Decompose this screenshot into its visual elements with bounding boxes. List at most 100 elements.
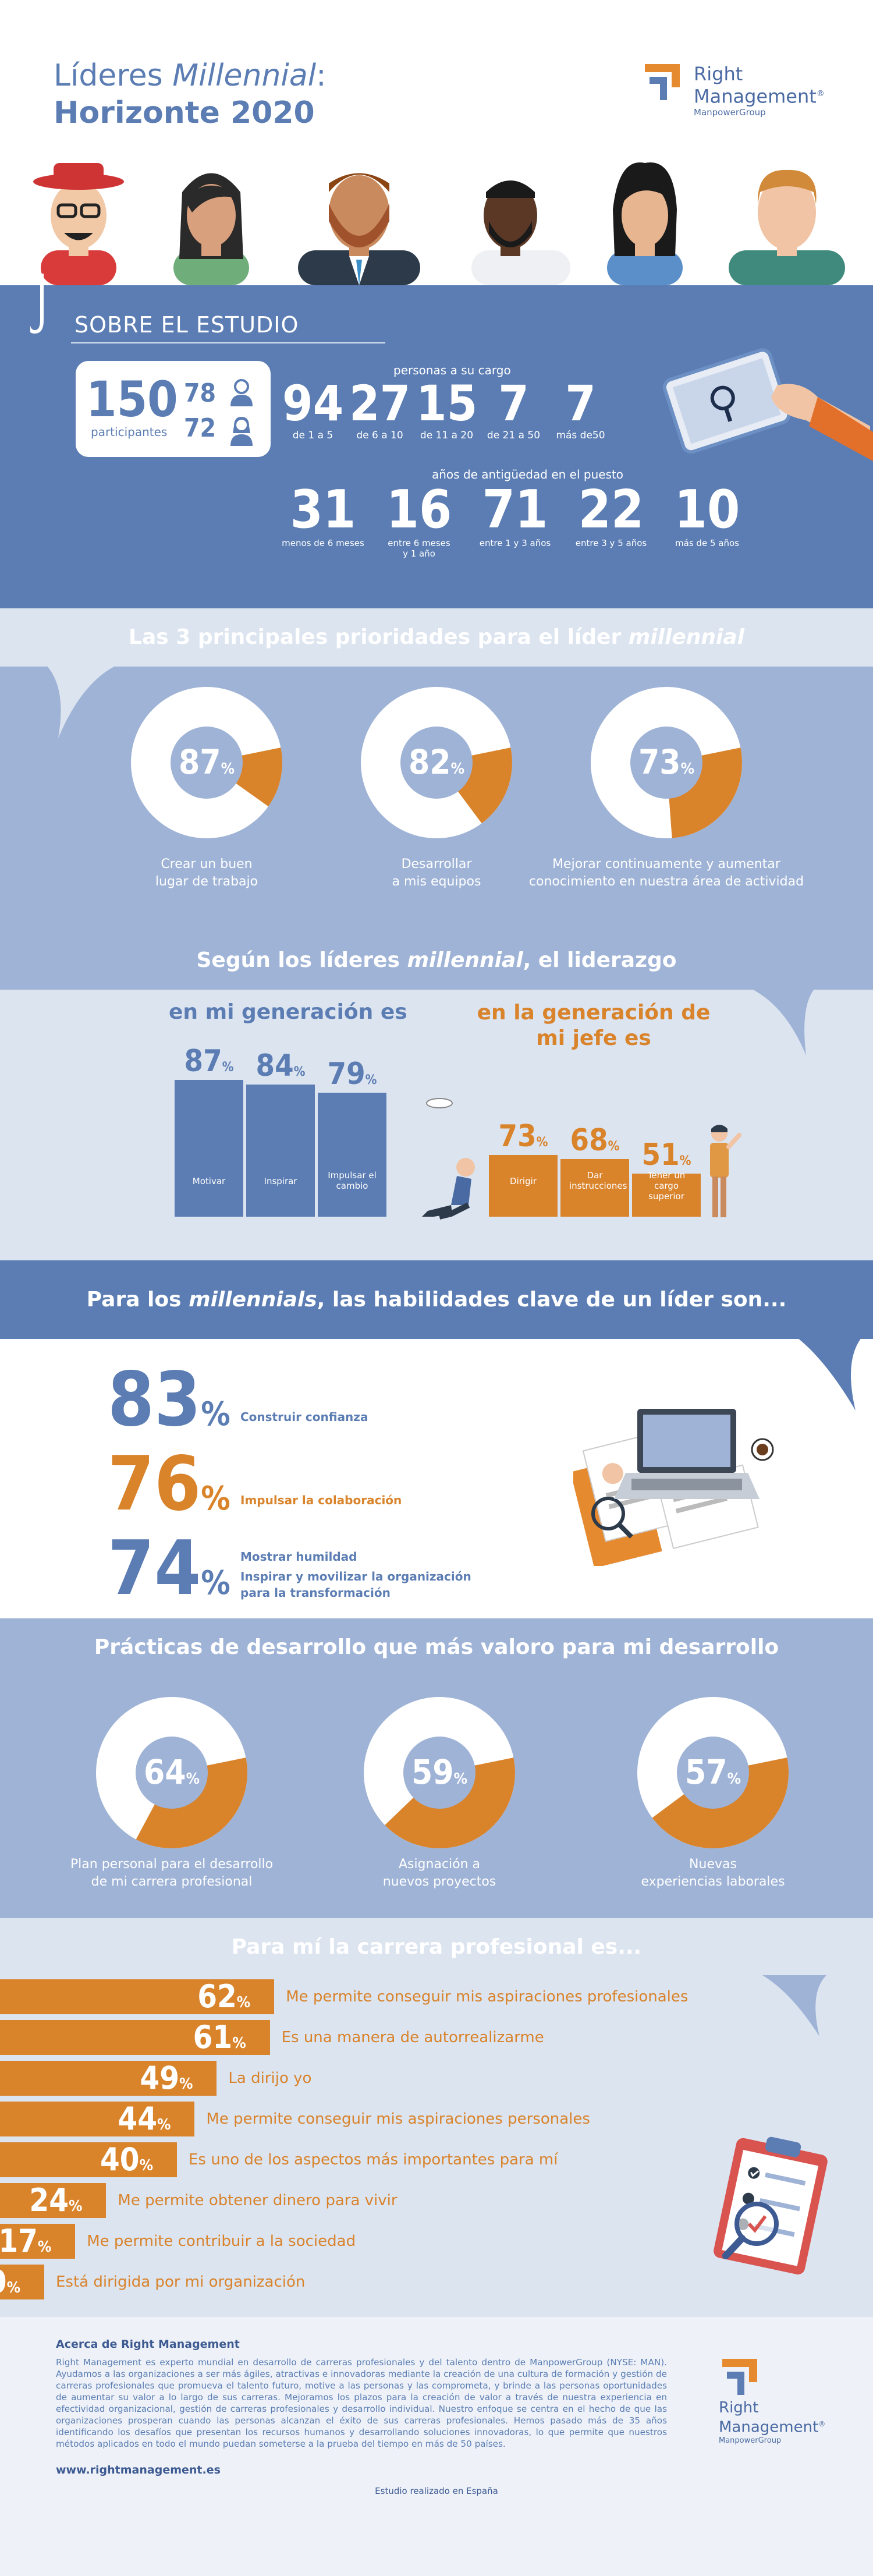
career-bar [0, 2102, 195, 2136]
logo-sub: ManpowerGroup [694, 107, 766, 118]
practice-donut [637, 1697, 789, 1848]
speech-tail-icon [751, 988, 815, 1055]
sitting-person-icon [422, 1098, 475, 1220]
leadership-heading: Según los líderes millennial, el lideraz… [196, 948, 677, 972]
website-link[interactable]: www.rightmanagement.es [56, 2464, 221, 2476]
my-gen-bar [318, 1092, 386, 1217]
career-label: Me permite conseguir mis aspiraciones pe… [206, 2110, 590, 2128]
donut-hole [630, 727, 702, 799]
women-count: 72 [184, 413, 217, 443]
title-em: Millennial [172, 58, 317, 93]
my-gen-title: en mi generación es [169, 1000, 407, 1024]
skill-label: Impulsar la colaboración [240, 1493, 402, 1507]
priority-label: Desarrollar a mis equipos [392, 857, 481, 889]
priority-value: 87% [178, 742, 235, 782]
donut-hole [400, 727, 473, 799]
career-label: La dirijo yo [228, 2070, 312, 2087]
practices-heading: Prácticas de desarrollo que más valoro p… [94, 1635, 779, 1659]
page-title: Líderes Millennial: Horizonte 2020 [54, 58, 327, 130]
boss-gen-bar-label: Tener un cargo superior [647, 1170, 686, 1202]
title-line2: Horizonte 2020 [54, 95, 315, 130]
boss-gen-bar-label: Dirigir [510, 1176, 537, 1186]
priority-label: Mejorar continuamente y aumentar conocim… [528, 857, 804, 889]
reports-stat: 7 de 21 a 50 [487, 375, 541, 441]
tablet-search-icon [662, 348, 873, 461]
logo-mark-icon [722, 2359, 757, 2395]
career-bar [0, 2224, 76, 2259]
reports-stat: 7 más de50 [556, 375, 605, 441]
tenure-stat: 10 más de 5 años [674, 479, 740, 549]
men-count: 78 [184, 378, 217, 408]
career-bar [0, 2183, 107, 2218]
my-gen-bar [246, 1085, 315, 1217]
skill-label: Construir confianza [240, 1410, 368, 1424]
brand-logo: Right Management® ManpowerGroup [645, 64, 825, 122]
footer-logo-line2: Management [719, 2418, 819, 2436]
career-bar [0, 2265, 44, 2299]
priority-item: 73% Mejorar continuamente y aumentar con… [529, 684, 804, 917]
footer-logo: Right Management® ManpowerGroup [719, 2359, 847, 2445]
participants-label: participantes [91, 425, 168, 439]
donut-hole [403, 1737, 475, 1809]
reports-stats: 94 de 1 a 5 27 de 6 a 10 15 de 11 a 20 7… [282, 377, 620, 441]
priority-value: 73% [638, 742, 695, 782]
my-gen-value: 84% [255, 1048, 306, 1084]
standing-person-icon [710, 1125, 741, 1217]
boss-gen-value: 51% [641, 1138, 691, 1173]
logo-mark-icon [645, 64, 680, 100]
practice-value: 64% [143, 1752, 200, 1792]
career-label: Me permite contribuir a la sociedad [87, 2233, 356, 2250]
practice-item: 59% Asignación a nuevos proyectos [361, 1694, 541, 1915]
donut-hole [171, 727, 243, 799]
career-label: Está dirigida por mi organización [56, 2273, 306, 2291]
speech-tail-icon [762, 1975, 826, 2036]
footer-logo-line1: Right [719, 2399, 759, 2416]
donut-hole [677, 1737, 749, 1809]
logo-line2: Management [694, 85, 817, 108]
skill-value: 74 [108, 1525, 201, 1612]
priority-donut [591, 687, 742, 838]
my-gen-value: 87% [184, 1044, 234, 1079]
avatars-illustration [33, 162, 845, 285]
practice-label: Nuevas experiencias laborales [641, 1857, 785, 1889]
career-header-band [0, 1918, 873, 1976]
career-value: 49% [140, 2060, 193, 2096]
career-bar [0, 2061, 217, 2096]
study-heading: SOBRE EL ESTUDIO [74, 312, 299, 338]
header: Líderes Millennial: Horizonte 2020 Right… [0, 0, 873, 285]
donut-hole [136, 1737, 208, 1809]
reports-stat: 94 de 1 a 5 [282, 375, 344, 441]
priority-donut [131, 687, 282, 838]
career-value: 62% [197, 1978, 251, 2015]
my-gen-bar [175, 1080, 243, 1217]
footer: Acerca de Right Management Right Managem… [0, 2317, 873, 2576]
priority-item: 82% Desarrollar a mis equipos [346, 684, 527, 917]
priorities-section: 87% Crear un buen lugar de trabajo 82% D… [0, 665, 873, 931]
practice-donut [96, 1697, 248, 1848]
avatar-hat-icon [33, 163, 124, 285]
my-gen-bars: 87% 84% 79% Motivar Inspirar Impulsar el… [175, 1044, 390, 1217]
participants-count: 150 [86, 371, 178, 428]
man-icon [230, 379, 253, 406]
career-value: 24% [29, 2182, 83, 2219]
title-line1: Líderes [54, 58, 173, 93]
practice-label: Plan personal para el desarrollo de mi c… [70, 1857, 274, 1889]
boss-gen-title: en la generación de mi jefe es [477, 1001, 711, 1050]
career-value: 44% [118, 2100, 171, 2137]
practices-header-band [0, 1618, 873, 1677]
footer-logo-sub: ManpowerGroup [719, 2436, 782, 2445]
tenure-stat: 71 entre 1 y 3 años [479, 479, 551, 549]
career-value: 17% [0, 2223, 52, 2259]
career-label: Me permite obtener dinero para vivir [118, 2192, 398, 2209]
priority-label: Crear un buen lugar de trabajo [155, 857, 258, 889]
practice-value: 59% [411, 1752, 468, 1792]
boss-gen-value: 73% [498, 1119, 548, 1154]
about-text: Right Management es experto mundial en d… [56, 2357, 667, 2449]
priority-item: 87% Crear un buen lugar de trabajo [116, 684, 297, 917]
leadership-section: en mi generación es en la generación de … [0, 988, 873, 1260]
priority-donut [361, 687, 512, 838]
skill-label-secondary: Inspirar y movilizar la organización par… [240, 1569, 471, 1600]
practice-label: Asignación a nuevos proyectos [382, 1857, 496, 1889]
study-note: Estudio realizado en España [375, 2486, 498, 2496]
practice-item: 64% Plan personal para el desarrollo de … [70, 1694, 274, 1915]
